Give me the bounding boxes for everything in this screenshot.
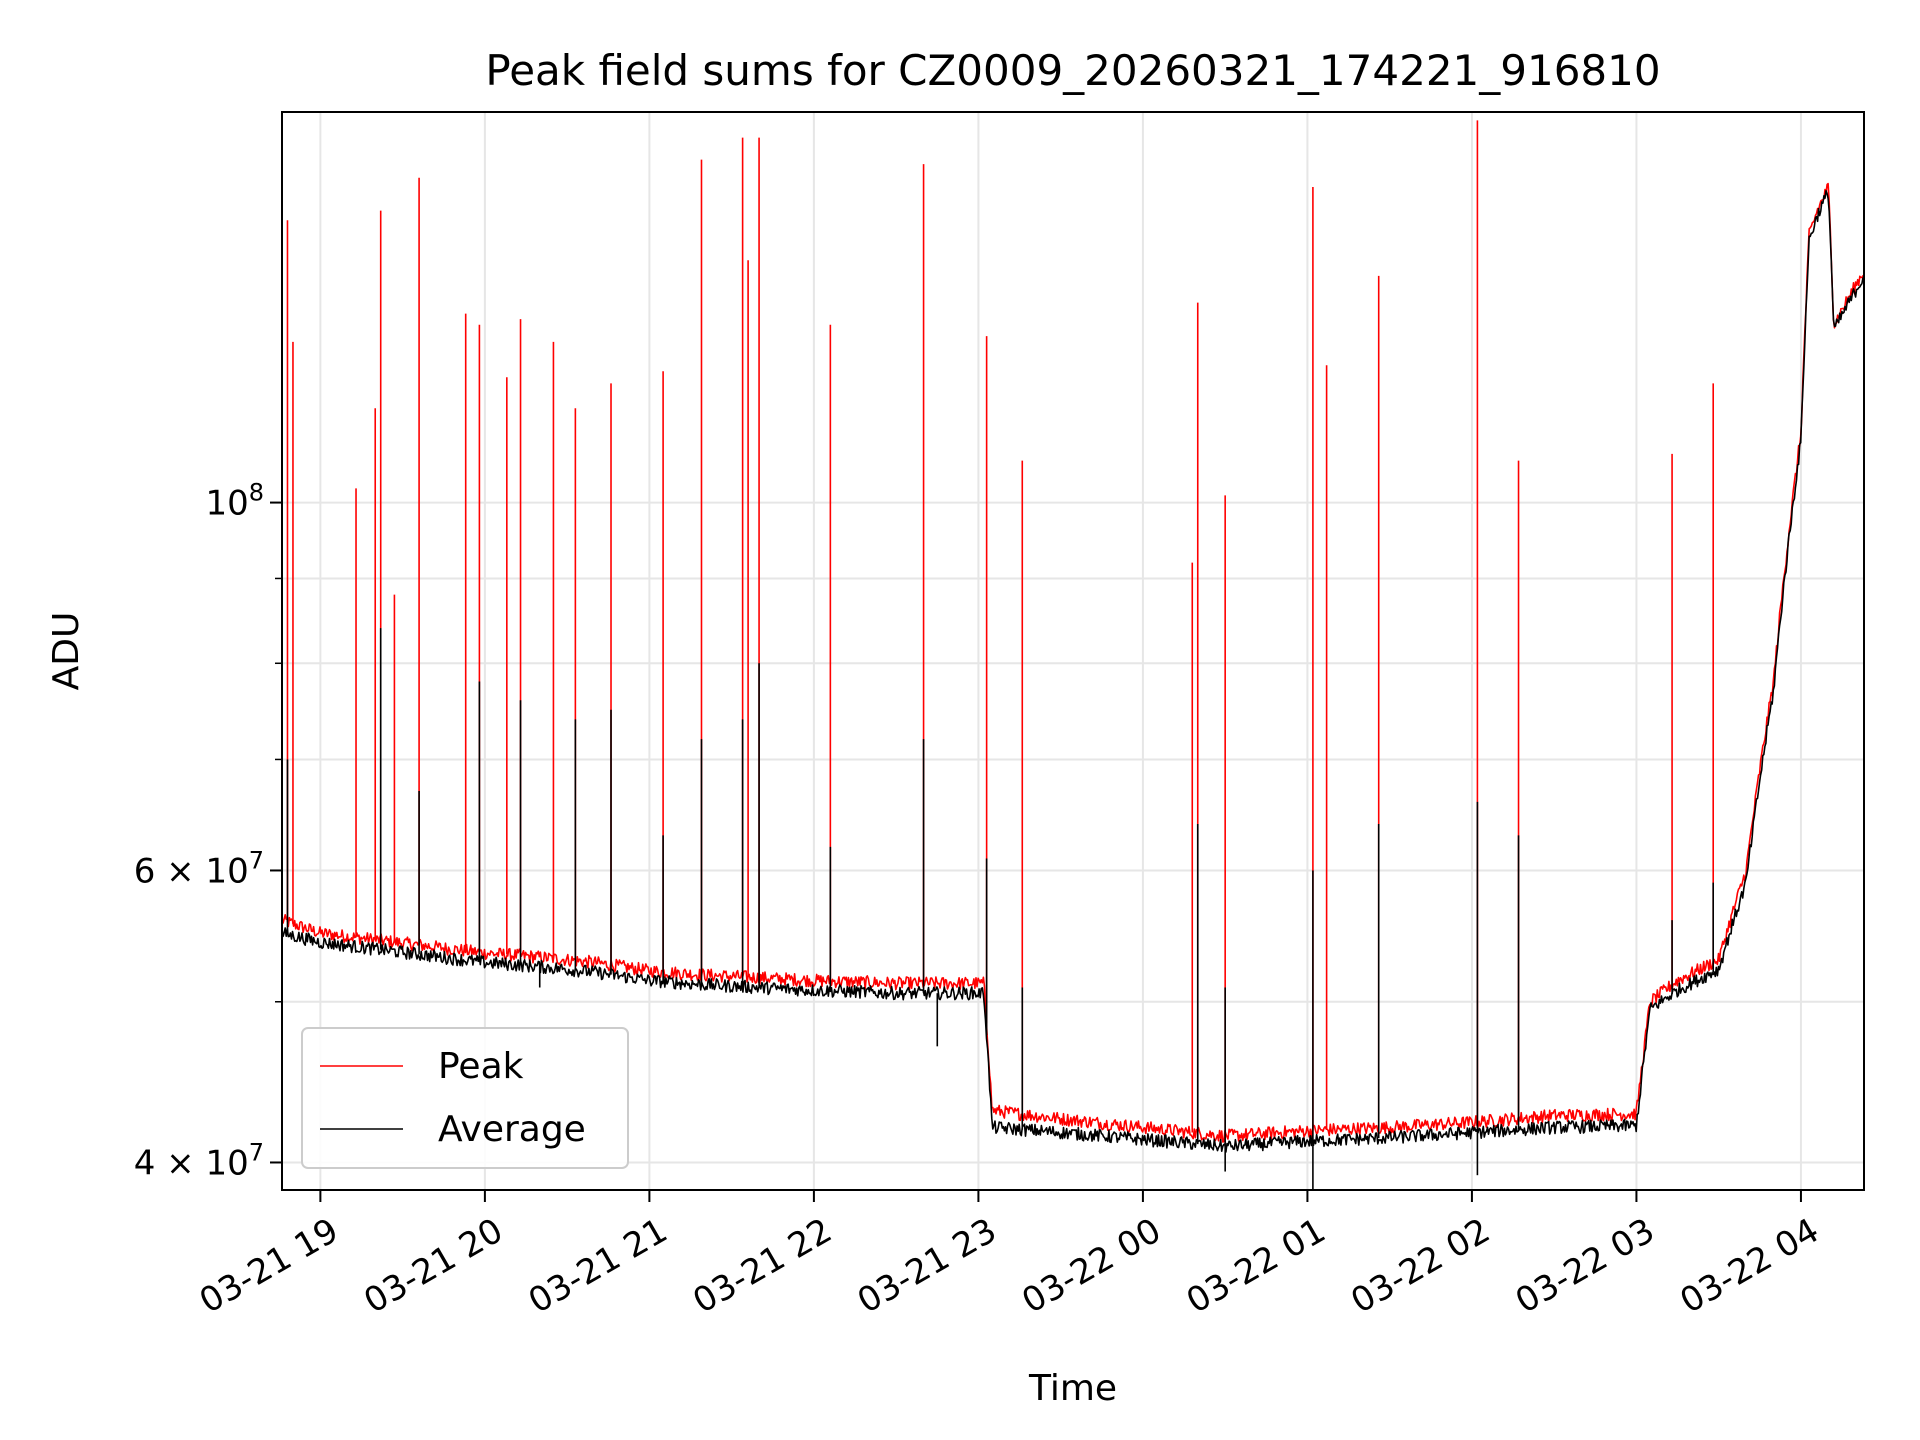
y-tick-label: 4 × 107 — [134, 1138, 264, 1183]
series-line-peak — [282, 182, 1864, 1143]
y-tick-label: 108 — [205, 479, 264, 524]
y-axis: 4 × 107 6 × 107 108 — [134, 479, 282, 1183]
legend: Peak Average — [301, 1027, 629, 1169]
series-line-average — [282, 190, 1864, 1153]
grid — [282, 112, 1864, 1190]
series-layer — [282, 120, 1864, 1190]
legend-label-average: Average — [438, 1109, 586, 1150]
chart-title: Peak field sums for CZ0009_20260321_1742… — [485, 46, 1660, 95]
x-axis-label: Time — [1028, 1368, 1117, 1409]
legend-box — [301, 1027, 629, 1169]
y-axis-label: ADU — [46, 612, 87, 691]
plot-area — [282, 120, 1864, 1190]
legend-label-peak: Peak — [438, 1046, 524, 1087]
plot-frame — [281, 111, 1865, 1191]
y-tick-label: 6 × 107 — [134, 846, 264, 891]
